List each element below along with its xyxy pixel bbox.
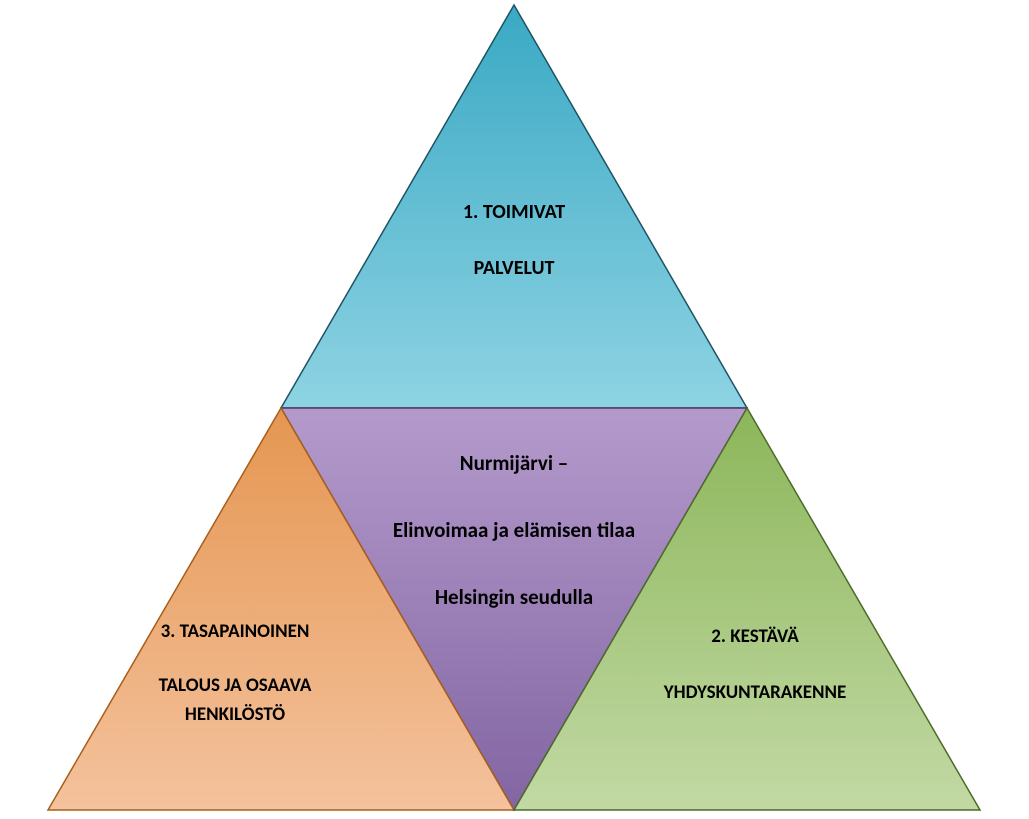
triangle-top bbox=[281, 5, 747, 408]
pyramid-diagram: 1. TOIMIVATPALVELUTNurmijärvi –Elinvoima… bbox=[0, 0, 1029, 819]
pyramid-svg bbox=[0, 0, 1029, 819]
